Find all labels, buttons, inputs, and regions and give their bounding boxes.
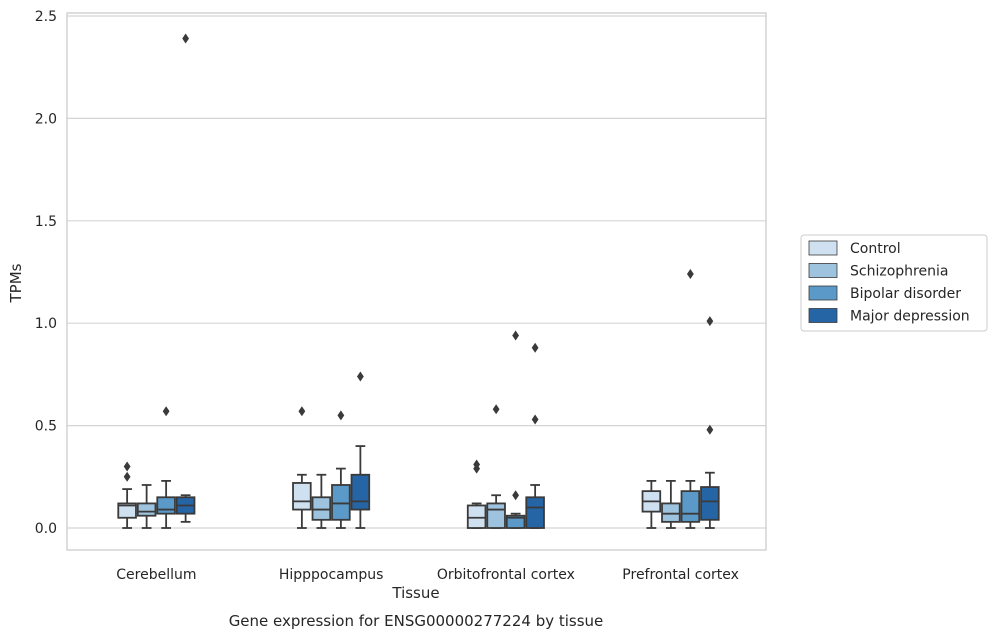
box-2-0 — [466, 459, 487, 529]
legend-label: Schizophrenia — [850, 264, 948, 280]
box-2-1 — [486, 404, 506, 529]
outlier-marker — [123, 471, 131, 482]
outlier-marker — [473, 459, 481, 470]
box-iqr — [311, 496, 332, 521]
y-tick-label: 2.0 — [35, 111, 57, 127]
box-2-3 — [525, 342, 545, 529]
box-3-3 — [700, 316, 720, 529]
legend-label: Bipolar disorder — [850, 286, 961, 302]
outlier-marker — [531, 414, 539, 425]
box-iqr — [466, 504, 487, 529]
box-1-2 — [331, 410, 351, 529]
legend-frame — [800, 234, 988, 332]
outlier-marker — [706, 424, 714, 435]
outlier-marker — [512, 490, 520, 501]
box-iqr — [505, 514, 526, 529]
box-iqr — [117, 502, 137, 519]
box-1-0 — [292, 406, 312, 529]
y-tick-label: 1.5 — [35, 214, 57, 230]
x-tick-label: Cerebellum — [116, 567, 196, 583]
box-iqr — [331, 484, 351, 521]
legend: Control Schizophrenia Bipolar disorder Majo… — [800, 234, 988, 332]
box-iqr — [700, 486, 720, 521]
box-iqr — [680, 490, 701, 523]
legend-swatch — [808, 263, 838, 278]
y-axis-ticks: 0.0 0.5 1.0 1.5 2.0 2.5 — [35, 9, 57, 537]
legend-swatch — [808, 240, 838, 256]
x-axis-label: Tissue — [391, 584, 439, 602]
y-tick-label: 0.5 — [35, 419, 57, 435]
plot-frame — [66, 12, 767, 551]
y-tick-label: 0.0 — [35, 521, 57, 537]
legend-label: Control — [850, 241, 901, 257]
box-0-1 — [136, 484, 157, 529]
figure-caption: Gene expression for ENSG00000277224 by t… — [229, 612, 604, 630]
outlier-marker — [706, 316, 714, 327]
outlier-marker — [492, 404, 500, 415]
box-2-2 — [505, 330, 526, 529]
box-1-1 — [311, 473, 332, 529]
box-0-3 — [175, 33, 196, 523]
box-0-0 — [117, 461, 137, 529]
y-axis-label: TPMs — [7, 263, 25, 303]
box-0-2 — [156, 406, 176, 529]
outlier-marker — [298, 406, 306, 417]
y-tick-label: 2.5 — [35, 9, 57, 25]
box-3-1 — [661, 479, 681, 529]
x-tick-label: Orbitofrontal cortex — [437, 567, 575, 583]
outlier-marker — [686, 269, 694, 280]
box-groups — [117, 33, 720, 529]
box-iqr — [156, 496, 176, 515]
box-iqr — [350, 473, 371, 511]
x-tick-label: Prefrontal cortex — [622, 567, 739, 583]
outlier-marker — [182, 33, 190, 44]
box-iqr — [292, 482, 312, 511]
box-iqr — [525, 496, 545, 529]
box-1-3 — [350, 371, 371, 529]
legend-swatch — [808, 285, 838, 301]
outlier-marker — [531, 342, 539, 353]
outlier-marker — [123, 461, 131, 472]
y-tick-label: 1.0 — [35, 316, 57, 332]
legend-label: Major depression — [850, 309, 970, 325]
box-3-0 — [641, 479, 662, 529]
outlier-marker — [356, 371, 364, 382]
legend-swatch — [808, 308, 838, 323]
box-iqr — [136, 502, 157, 517]
outlier-marker — [162, 406, 170, 417]
outlier-marker — [512, 330, 520, 341]
box-iqr — [661, 502, 681, 523]
x-tick-label: Hipppocampus — [279, 567, 384, 583]
outlier-marker — [337, 410, 345, 421]
box-3-2 — [680, 269, 701, 529]
box-iqr — [486, 502, 506, 529]
x-axis-ticks: Cerebellum Hipppocampus Orbitofrontal cort… — [116, 567, 739, 583]
grid-lines — [67, 15, 766, 529]
